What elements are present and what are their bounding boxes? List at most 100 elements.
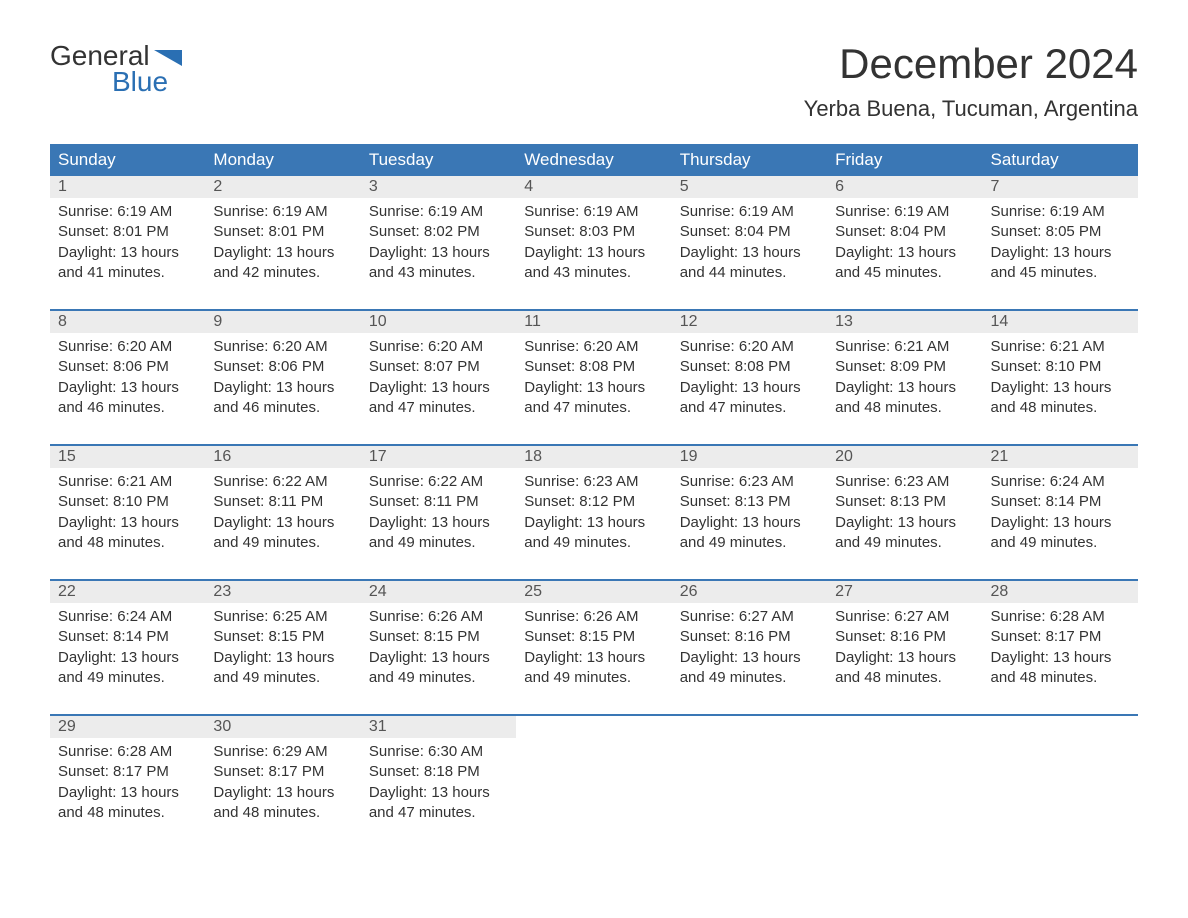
sunrise-line: Sunrise: 6:27 AM <box>835 607 974 627</box>
sunset-line: Sunset: 8:17 PM <box>213 762 352 782</box>
day-number: 22 <box>50 581 205 603</box>
daylight-line: Daylight: 13 hours and 49 minutes. <box>835 513 974 554</box>
daylight-line: Daylight: 13 hours and 48 minutes. <box>835 648 974 689</box>
sunset-line: Sunset: 8:13 PM <box>680 492 819 512</box>
weekday-header: Friday <box>827 144 982 176</box>
day-cell <box>672 738 827 849</box>
day-cell: Sunrise: 6:19 AMSunset: 8:04 PMDaylight:… <box>672 198 827 310</box>
day-number: 29 <box>50 716 205 738</box>
day-cell: Sunrise: 6:19 AMSunset: 8:01 PMDaylight:… <box>205 198 360 310</box>
sunset-line: Sunset: 8:04 PM <box>680 222 819 242</box>
sunrise-line: Sunrise: 6:26 AM <box>524 607 663 627</box>
sunset-line: Sunset: 8:08 PM <box>524 357 663 377</box>
daylight-line: Daylight: 13 hours and 47 minutes. <box>524 378 663 419</box>
location: Yerba Buena, Tucuman, Argentina <box>804 96 1138 122</box>
day-number: 5 <box>672 176 827 198</box>
day-cell: Sunrise: 6:24 AMSunset: 8:14 PMDaylight:… <box>50 603 205 715</box>
day-number: 24 <box>361 581 516 603</box>
sunrise-line: Sunrise: 6:19 AM <box>835 202 974 222</box>
sunrise-line: Sunrise: 6:26 AM <box>369 607 508 627</box>
sunrise-line: Sunrise: 6:19 AM <box>991 202 1130 222</box>
day-cell: Sunrise: 6:19 AMSunset: 8:02 PMDaylight:… <box>361 198 516 310</box>
daylight-line: Daylight: 13 hours and 48 minutes. <box>991 648 1130 689</box>
day-cell: Sunrise: 6:20 AMSunset: 8:06 PMDaylight:… <box>50 333 205 445</box>
sunrise-line: Sunrise: 6:24 AM <box>58 607 197 627</box>
day-number: 23 <box>205 581 360 603</box>
day-number: 2 <box>205 176 360 198</box>
sunset-line: Sunset: 8:01 PM <box>58 222 197 242</box>
day-number <box>672 716 827 738</box>
sunrise-line: Sunrise: 6:20 AM <box>213 337 352 357</box>
weekday-header-row: SundayMondayTuesdayWednesdayThursdayFrid… <box>50 144 1138 176</box>
day-number-row: 891011121314 <box>50 311 1138 333</box>
day-content-row: Sunrise: 6:28 AMSunset: 8:17 PMDaylight:… <box>50 738 1138 849</box>
daylight-line: Daylight: 13 hours and 42 minutes. <box>213 243 352 284</box>
weekday-header: Thursday <box>672 144 827 176</box>
day-content-row: Sunrise: 6:19 AMSunset: 8:01 PMDaylight:… <box>50 198 1138 310</box>
day-cell: Sunrise: 6:19 AMSunset: 8:05 PMDaylight:… <box>983 198 1138 310</box>
daylight-line: Daylight: 13 hours and 49 minutes. <box>213 648 352 689</box>
day-number-row: 293031 <box>50 716 1138 738</box>
sunset-line: Sunset: 8:15 PM <box>524 627 663 647</box>
sunrise-line: Sunrise: 6:23 AM <box>680 472 819 492</box>
sunrise-line: Sunrise: 6:23 AM <box>524 472 663 492</box>
daylight-line: Daylight: 13 hours and 44 minutes. <box>680 243 819 284</box>
day-cell: Sunrise: 6:27 AMSunset: 8:16 PMDaylight:… <box>672 603 827 715</box>
day-cell: Sunrise: 6:21 AMSunset: 8:09 PMDaylight:… <box>827 333 982 445</box>
day-number: 4 <box>516 176 671 198</box>
sunset-line: Sunset: 8:07 PM <box>369 357 508 377</box>
day-cell <box>827 738 982 849</box>
daylight-line: Daylight: 13 hours and 49 minutes. <box>58 648 197 689</box>
daylight-line: Daylight: 13 hours and 49 minutes. <box>369 513 508 554</box>
sunset-line: Sunset: 8:18 PM <box>369 762 508 782</box>
daylight-line: Daylight: 13 hours and 46 minutes. <box>213 378 352 419</box>
day-cell: Sunrise: 6:21 AMSunset: 8:10 PMDaylight:… <box>50 468 205 580</box>
day-cell <box>983 738 1138 849</box>
sunrise-line: Sunrise: 6:20 AM <box>58 337 197 357</box>
sunset-line: Sunset: 8:02 PM <box>369 222 508 242</box>
day-number: 17 <box>361 446 516 468</box>
sunset-line: Sunset: 8:12 PM <box>524 492 663 512</box>
sunrise-line: Sunrise: 6:23 AM <box>835 472 974 492</box>
day-number: 11 <box>516 311 671 333</box>
logo-word2: Blue <box>112 66 168 98</box>
sunrise-line: Sunrise: 6:21 AM <box>58 472 197 492</box>
daylight-line: Daylight: 13 hours and 48 minutes. <box>835 378 974 419</box>
day-number: 10 <box>361 311 516 333</box>
weekday-header: Monday <box>205 144 360 176</box>
day-number: 3 <box>361 176 516 198</box>
weekday-header: Wednesday <box>516 144 671 176</box>
sunset-line: Sunset: 8:14 PM <box>991 492 1130 512</box>
day-number-row: 22232425262728 <box>50 581 1138 603</box>
day-number <box>983 716 1138 738</box>
daylight-line: Daylight: 13 hours and 49 minutes. <box>524 648 663 689</box>
daylight-line: Daylight: 13 hours and 43 minutes. <box>369 243 508 284</box>
sunrise-line: Sunrise: 6:19 AM <box>213 202 352 222</box>
sunset-line: Sunset: 8:17 PM <box>58 762 197 782</box>
day-number: 19 <box>672 446 827 468</box>
sunrise-line: Sunrise: 6:28 AM <box>991 607 1130 627</box>
day-number: 16 <box>205 446 360 468</box>
day-cell: Sunrise: 6:23 AMSunset: 8:13 PMDaylight:… <box>827 468 982 580</box>
sunrise-line: Sunrise: 6:20 AM <box>369 337 508 357</box>
day-number: 12 <box>672 311 827 333</box>
sunset-line: Sunset: 8:13 PM <box>835 492 974 512</box>
day-number <box>827 716 982 738</box>
day-number: 27 <box>827 581 982 603</box>
daylight-line: Daylight: 13 hours and 46 minutes. <box>58 378 197 419</box>
day-number: 14 <box>983 311 1138 333</box>
sunrise-line: Sunrise: 6:28 AM <box>58 742 197 762</box>
daylight-line: Daylight: 13 hours and 41 minutes. <box>58 243 197 284</box>
daylight-line: Daylight: 13 hours and 45 minutes. <box>835 243 974 284</box>
sunrise-line: Sunrise: 6:19 AM <box>680 202 819 222</box>
daylight-line: Daylight: 13 hours and 49 minutes. <box>213 513 352 554</box>
sunset-line: Sunset: 8:05 PM <box>991 222 1130 242</box>
day-number: 9 <box>205 311 360 333</box>
daylight-line: Daylight: 13 hours and 48 minutes. <box>58 783 197 824</box>
daylight-line: Daylight: 13 hours and 47 minutes. <box>680 378 819 419</box>
sunset-line: Sunset: 8:03 PM <box>524 222 663 242</box>
sunset-line: Sunset: 8:11 PM <box>213 492 352 512</box>
sunset-line: Sunset: 8:04 PM <box>835 222 974 242</box>
day-number: 7 <box>983 176 1138 198</box>
sunset-line: Sunset: 8:14 PM <box>58 627 197 647</box>
